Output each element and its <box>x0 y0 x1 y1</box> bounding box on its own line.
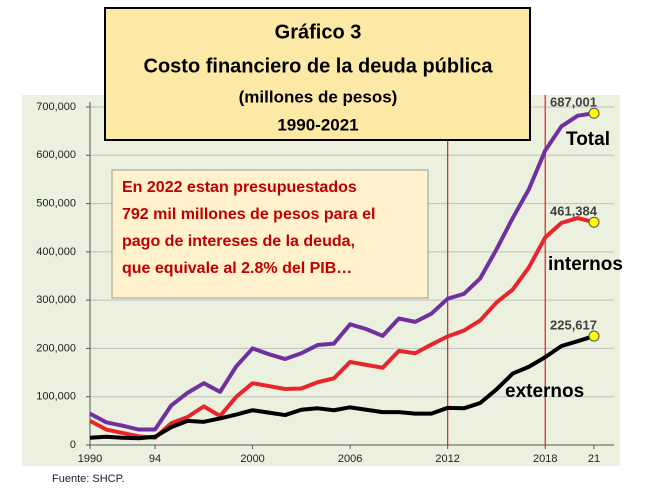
chart-title: Gráfico 3 <box>275 21 362 43</box>
y-tick-label: 200,000 <box>36 342 76 354</box>
series-line <box>89 216 595 440</box>
x-tick-label: 2000 <box>240 453 264 465</box>
period: 1990-2021 <box>277 115 358 134</box>
y-tick-label: 300,000 <box>36 294 76 306</box>
series-line <box>89 334 595 441</box>
title-box <box>104 7 531 141</box>
y-tick-label: 400,000 <box>36 246 76 258</box>
annotation: que equivale al 2.8% del PIB… <box>122 260 352 277</box>
chart-subtitle: Costo financiero de la deuda pública <box>144 55 494 77</box>
y-tick-label: 600,000 <box>36 149 76 161</box>
x-tick-label: 2006 <box>338 453 362 465</box>
x-tick-label: 1990 <box>78 453 102 465</box>
annotation-box <box>111 169 429 299</box>
y-tick-label: 500,000 <box>36 197 76 209</box>
series-name: internos <box>548 254 623 275</box>
data-label: 687,001 <box>550 95 597 110</box>
x-tick-label: 2012 <box>435 453 459 465</box>
end-marker <box>588 107 600 119</box>
data-label: 225,617 <box>550 317 597 332</box>
series-line <box>89 111 595 432</box>
x-tick-label: 21 <box>588 453 600 465</box>
source: Fuente: SHCP. <box>52 473 125 485</box>
annotation: 792 mil millones de pesos para el <box>122 206 375 223</box>
y-tick-label: 0 <box>70 439 76 451</box>
x-tick-label: 2018 <box>533 453 557 465</box>
data-label: 461,384 <box>550 204 598 219</box>
x-tick-label: 94 <box>149 453 161 465</box>
units: (millones de pesos) <box>239 87 398 106</box>
series-name: externos <box>505 381 584 402</box>
y-tick-label: 700,000 <box>36 101 76 113</box>
end-marker <box>588 330 600 342</box>
annotation: En 2022 estan presupuestados <box>122 179 357 196</box>
y-tick-label: 100,000 <box>36 391 76 403</box>
end-marker <box>588 216 600 228</box>
series-name: Total <box>566 129 610 150</box>
annotation: pago de intereses de la deuda, <box>122 233 355 250</box>
